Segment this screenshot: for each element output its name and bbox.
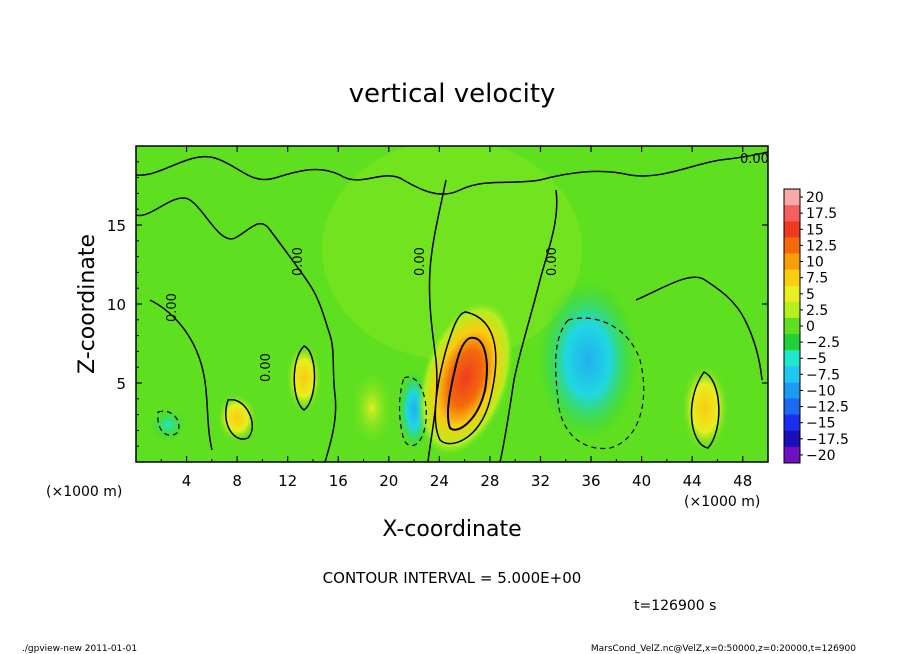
updraft-core-13 [286, 344, 322, 412]
chart-title: vertical velocity [349, 79, 556, 109]
colorbar-swatch [784, 237, 800, 254]
downdraft-core-36 [538, 280, 638, 440]
y-axis: 5 10 15 [107, 161, 768, 447]
colorbar-level-label: 10 [806, 255, 824, 271]
contour-label: 0.00 [291, 247, 306, 276]
colorbar-swatch [784, 414, 800, 432]
contour-5-big [434, 311, 497, 445]
contour-zero-east [635, 276, 763, 381]
colorbar-level-label: 2.5 [806, 303, 828, 319]
updraft-weak-19 [350, 368, 394, 448]
colorbar-level-label: −2.5 [806, 335, 840, 351]
x-axis: 4 8 12 16 20 24 28 32 36 40 44 48 [160, 146, 752, 490]
contour-lines [136, 151, 768, 462]
x-tick-label: 16 [329, 472, 348, 490]
x-tick-label: 20 [379, 472, 398, 490]
colorbar-swatch [784, 269, 800, 287]
colorbar-level-label: −5 [806, 351, 827, 367]
colorbar-swatch [784, 221, 800, 238]
updraft-core-45 [681, 364, 729, 452]
y-tick-label: 15 [107, 217, 126, 235]
colorbar-level-label: 17.5 [806, 206, 837, 222]
contour-zero-right [499, 189, 558, 462]
contour-neg-2 [157, 410, 180, 436]
x-tick-label: 44 [683, 472, 702, 490]
contour-interval-text: CONTOUR INTERVAL = 5.000E+00 [323, 569, 582, 587]
contour-neg5-22 [398, 376, 427, 447]
downdraft-core-2 [150, 409, 186, 441]
colorbar-swatch [784, 301, 800, 319]
contour-5-13 [293, 345, 316, 411]
x-tick-label: 8 [232, 472, 242, 490]
footer-right-text: MarsCond_VelZ.nc@VelZ,x=0:50000,z=0:2000… [591, 644, 856, 654]
colorbar-level-label: −17.5 [806, 432, 849, 448]
x-tick-label: 48 [733, 472, 752, 490]
contour-neg5-36 [555, 317, 645, 450]
contour-label: 0.00 [545, 247, 560, 276]
contour-label: 0.00 [740, 152, 769, 167]
colorbar-level-label: 20 [806, 190, 824, 206]
x-axis-unit: (×1000 m) [684, 494, 760, 510]
y-tick-label: 10 [107, 296, 126, 314]
contour-zero-west [149, 299, 213, 451]
contour-label-group: 0.00 0.00 0.00 0.00 0.00 0.00 [165, 152, 769, 382]
time-label: t=126900 s [634, 598, 716, 614]
colorbar-level-label: 0 [806, 319, 815, 335]
contour-10-core [447, 336, 488, 431]
colorbar-level-label: 7.5 [806, 271, 828, 287]
colorbar: 2017.51512.5107.552.50−2.5−5−7.5−10−12.5… [783, 188, 849, 464]
contour-5-8 [225, 399, 254, 440]
x-axis-label: X-coordinate [382, 517, 521, 542]
broad-updraft-region [322, 146, 582, 360]
colorbar-swatch [784, 350, 800, 367]
y-tick-label: 5 [116, 375, 126, 393]
y-axis-label: Z-coordinate [75, 234, 100, 374]
colorbar-level-label: −10 [806, 383, 836, 399]
x-tick-label: 12 [278, 472, 297, 490]
footer-left-text: ./gpview-new 2011-01-01 [22, 644, 137, 654]
colorbar-swatch [784, 317, 800, 335]
colorbar-level-label: 12.5 [806, 238, 837, 254]
colorbar-swatch [784, 189, 800, 206]
colorbar-swatch [784, 382, 800, 400]
x-tick-label: 32 [531, 472, 550, 490]
colorbar-level-label: 15 [806, 222, 824, 238]
colorbar-level-label: −15 [806, 416, 836, 432]
colorbar-swatch [784, 366, 800, 383]
contour-zero-left [136, 197, 337, 462]
contour-zero-mid [427, 179, 447, 462]
colorbar-level-label: 5 [806, 287, 815, 303]
contour-label: 0.00 [165, 293, 180, 322]
x-tick-label: 36 [581, 472, 600, 490]
colorbar-level-label: −7.5 [806, 367, 840, 383]
colorbar-swatch [784, 446, 800, 464]
y-axis-unit: (×1000 m) [46, 484, 122, 500]
colorbar-swatch [784, 205, 800, 222]
x-tick-label: 28 [480, 472, 499, 490]
contour-label: 0.00 [259, 353, 274, 382]
colorbar-swatch [784, 398, 800, 416]
contour-zero-upper [136, 151, 768, 195]
colorbar-level-label: −12.5 [806, 400, 849, 416]
colorbar-swatch [784, 430, 800, 448]
x-tick-label: 24 [430, 472, 449, 490]
colorbar-level-label: −20 [806, 448, 836, 464]
heatmap-field [136, 146, 768, 462]
updraft-core-26 [417, 298, 515, 458]
negative-contours [157, 317, 645, 450]
colorbar-swatch [784, 285, 800, 303]
colorbar-swatch [784, 334, 800, 351]
colorbar-swatch [784, 253, 800, 271]
contour-label: 0.00 [413, 247, 428, 276]
contour-5-45 [690, 371, 720, 449]
x-tick-label: 40 [632, 472, 651, 490]
x-tick-label: 4 [182, 472, 192, 490]
